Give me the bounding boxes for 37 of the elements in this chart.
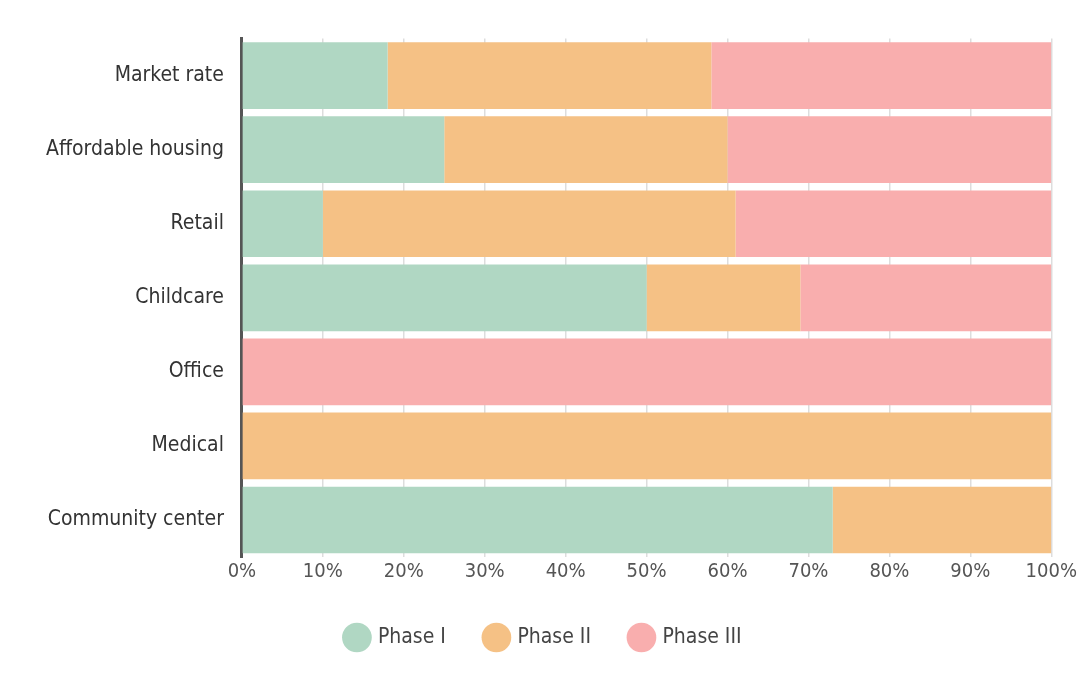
bar — [322, 190, 736, 258]
legend-label: Phase III — [662, 623, 742, 648]
bar — [242, 264, 647, 332]
y-tick-label: Market rate — [114, 62, 224, 87]
bar — [711, 42, 1052, 109]
x-tick-label: 40% — [545, 558, 586, 583]
bar — [242, 338, 1052, 406]
bar — [646, 264, 801, 332]
bar — [444, 116, 728, 184]
bar — [735, 190, 1052, 258]
y-tick-label: Community center — [47, 506, 225, 531]
bar — [727, 116, 1052, 184]
x-tick-label: 20% — [383, 558, 424, 583]
bar — [832, 486, 1052, 554]
legend-label: Phase II — [517, 623, 591, 648]
x-tick-label: 10% — [302, 558, 343, 583]
x-tick-label: 90% — [950, 558, 991, 583]
y-tick-label: Childcare — [135, 284, 224, 309]
y-tick-label: Office — [168, 358, 224, 383]
x-tick-label: 50% — [626, 558, 667, 583]
bar — [800, 264, 1052, 332]
x-tick-label: 30% — [464, 558, 505, 583]
y-tick-label: Medical — [151, 432, 224, 457]
bar — [242, 486, 833, 554]
y-tick-label: Affordable housing — [46, 136, 224, 161]
bar — [242, 42, 388, 109]
legend-label: Phase I — [377, 623, 446, 648]
bar — [242, 190, 323, 258]
x-tick-label: 80% — [869, 558, 910, 583]
x-tick-label: 0% — [227, 558, 257, 583]
x-tick-label: 100% — [1025, 558, 1077, 583]
bar — [387, 42, 712, 109]
bar — [242, 116, 445, 184]
x-tick-label: 70% — [788, 558, 829, 583]
x-tick-label: 60% — [707, 558, 748, 583]
y-tick-label: Retail — [170, 210, 224, 235]
bar — [242, 412, 1052, 480]
